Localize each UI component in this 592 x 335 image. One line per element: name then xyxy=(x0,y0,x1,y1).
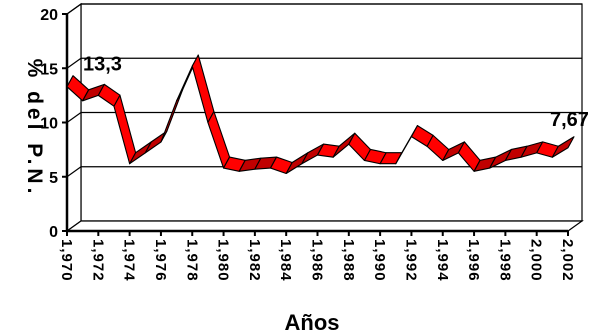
y-tick-label: 5 xyxy=(49,170,58,187)
data-label: 13,3 xyxy=(83,54,122,76)
y-axis-label: % del P.N. xyxy=(23,59,46,198)
x-tick-label: 1,972 xyxy=(89,239,106,282)
x-tick-label: 1,976 xyxy=(152,239,169,282)
x-tick-label: 1,978 xyxy=(183,239,200,282)
plot-frame xyxy=(65,2,584,233)
gridline-side xyxy=(66,3,82,15)
series-ribbon xyxy=(66,54,575,175)
x-tick-label: 1,990 xyxy=(371,239,388,282)
x-tick-label: 1,988 xyxy=(340,239,357,282)
x-tick-label: 1,974 xyxy=(121,239,138,282)
x-tick-label: 1,986 xyxy=(309,239,326,282)
y-tick-label: 0 xyxy=(49,224,58,241)
y-tick-label: 15 xyxy=(40,61,58,78)
floor xyxy=(65,220,584,232)
x-tick-label: 1,984 xyxy=(277,239,294,282)
x-tick-label: 1,996 xyxy=(465,239,482,282)
y-tick-labels: 0 5 10 15 20 xyxy=(40,7,58,241)
axes xyxy=(62,13,569,236)
gridline-side xyxy=(66,112,82,123)
x-tick-label: 1,982 xyxy=(246,239,263,282)
y-tick-label: 20 xyxy=(40,7,58,24)
x-tick-label: 2,002 xyxy=(559,239,576,282)
series-segment xyxy=(551,136,575,158)
x-tick-label: 1,994 xyxy=(434,239,451,282)
gridlines xyxy=(66,3,582,178)
x-tick-label: 1,998 xyxy=(496,239,513,282)
gridline-side xyxy=(66,166,82,178)
x-tick-labels: 1,970 1,972 1,974 1,976 1,978 1,980 1,982 1,984… xyxy=(58,239,576,282)
x-axis-label: Años xyxy=(285,310,340,335)
data-labels: 13,3 7,67 xyxy=(83,54,589,131)
x-tick-label: 1,980 xyxy=(215,239,232,282)
gridline-side xyxy=(66,57,82,69)
x-tick-label: 1,992 xyxy=(402,239,419,282)
x-tick-label: 1,970 xyxy=(58,239,75,282)
y-tick-label: 10 xyxy=(40,116,58,133)
data-label: 7,67 xyxy=(550,109,589,131)
x-tick-label: 2,000 xyxy=(528,239,545,282)
